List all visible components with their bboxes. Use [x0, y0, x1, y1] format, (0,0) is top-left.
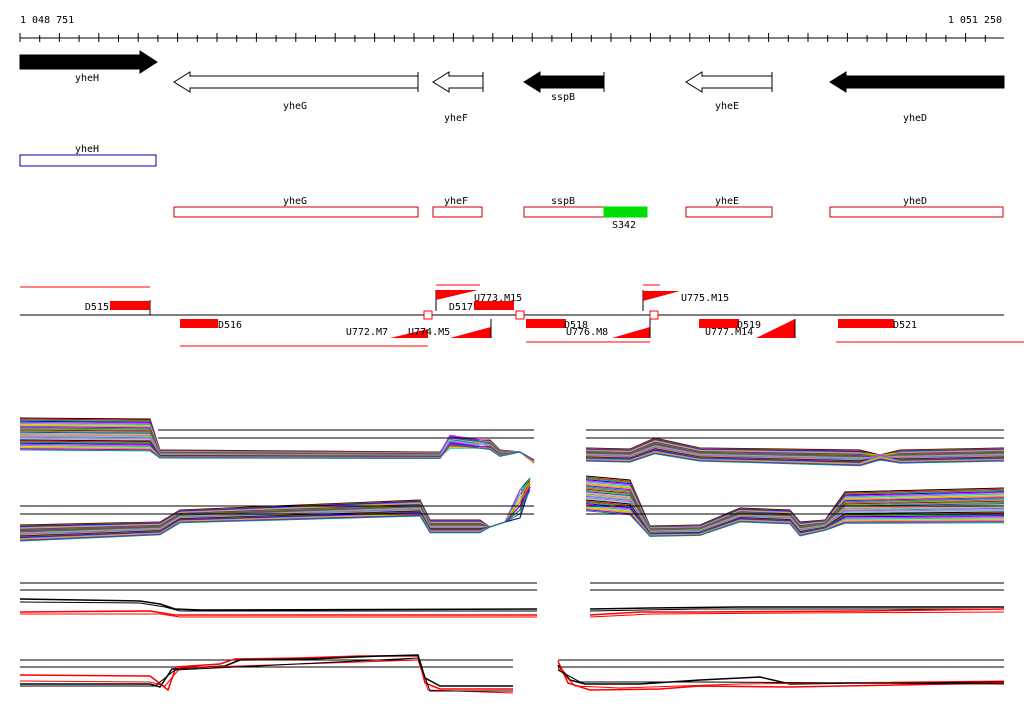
- annotation-label: yheH: [75, 144, 99, 155]
- annotation-sspB[interactable]: sspB: [523, 196, 605, 218]
- annotation-label: yheD: [903, 196, 927, 207]
- segment-label: D517: [449, 302, 473, 313]
- segment-D521[interactable]: D521: [838, 319, 917, 331]
- segment-U772-M7[interactable]: U772.M7: [346, 327, 428, 338]
- profile-lines: [585, 437, 1005, 467]
- segment-label: U777.M14: [705, 327, 753, 338]
- segment-D519[interactable]: D519: [699, 319, 761, 331]
- expression-tracks: [19, 417, 1005, 694]
- gene-label: yheD: [903, 113, 927, 124]
- segment-U777-M14[interactable]: U777.M14: [705, 319, 796, 338]
- segment-U773-M15[interactable]: U773.M15: [436, 290, 522, 304]
- segment-label: D519: [737, 320, 761, 331]
- segment-label: D515: [85, 302, 109, 313]
- segment-label: U773.M15: [474, 293, 522, 304]
- segment-U774-M5[interactable]: U774.M5: [408, 319, 492, 338]
- gene-yheE[interactable]: yheE: [685, 71, 773, 112]
- segment-label: D521: [893, 320, 917, 331]
- expression-panel-3: [19, 582, 1005, 618]
- profile-lines: [19, 417, 535, 464]
- expression-panel-4: [19, 654, 1005, 694]
- gene-yheF[interactable]: yheF: [432, 71, 484, 124]
- profile-lines: [19, 477, 531, 542]
- annotation-yheD[interactable]: yheD: [829, 196, 1004, 218]
- segment-label: U776.M8: [566, 327, 608, 338]
- gene-label: yheG: [283, 101, 307, 112]
- gene-label: sspB: [551, 92, 575, 103]
- segment-label: U772.M7: [346, 327, 388, 338]
- annotation-yheE[interactable]: yheE: [685, 196, 773, 218]
- ruler-ticks: [19, 33, 986, 42]
- gene-label: yheH: [75, 73, 99, 84]
- segment-label: D516: [218, 320, 242, 331]
- gene-label: yheE: [715, 101, 739, 112]
- gene-label: yheF: [444, 113, 468, 124]
- annotation-track: yheH yheG yheF sspB S342 yheE yheD: [19, 144, 1004, 231]
- coordinate-ruler: 1 048 751 1 051 250: [19, 15, 1004, 42]
- segment-label: D518: [564, 320, 588, 331]
- gene-yheH[interactable]: yheH: [19, 50, 158, 84]
- segment-D518[interactable]: D518: [526, 319, 588, 331]
- segment-label: U774.M5: [408, 327, 450, 338]
- segment-D515[interactable]: D515: [85, 301, 150, 313]
- ruler-end-label: 1 051 250: [948, 15, 1002, 26]
- annotation-yheH[interactable]: yheH: [19, 144, 157, 167]
- gene-yheG[interactable]: yheG: [173, 71, 419, 112]
- expression-panel-1: [19, 417, 1005, 467]
- annotation-label: sspB: [551, 196, 575, 207]
- segment-D517[interactable]: D517: [449, 301, 514, 313]
- ruler-start-label: 1 048 751: [20, 15, 74, 26]
- expression-panel-2: [19, 475, 1005, 542]
- srna-label: S342: [612, 220, 636, 231]
- segment-U776-M8[interactable]: U776.M8: [566, 319, 651, 338]
- annotation-label: yheE: [715, 196, 739, 207]
- gene-yheD[interactable]: yheD: [829, 71, 1005, 124]
- gene-sspB[interactable]: sspB: [523, 71, 605, 103]
- annotation-label: yheF: [444, 196, 468, 207]
- segment-D516[interactable]: D516: [180, 319, 242, 331]
- gene-track: yheH yheG yheF sspB yheE yheD: [19, 50, 1005, 124]
- annotation-label: yheG: [283, 196, 307, 207]
- annotation-yheF[interactable]: yheF: [432, 196, 483, 218]
- segment-U775-M15[interactable]: U775.M15: [643, 291, 729, 304]
- segment-label: U775.M15: [681, 293, 729, 304]
- segment-track: D515 D516 U772.M7 U774.M5 U773.M15: [20, 284, 1024, 347]
- srna-S342[interactable]: S342: [603, 206, 648, 231]
- annotation-yheG[interactable]: yheG: [173, 196, 419, 218]
